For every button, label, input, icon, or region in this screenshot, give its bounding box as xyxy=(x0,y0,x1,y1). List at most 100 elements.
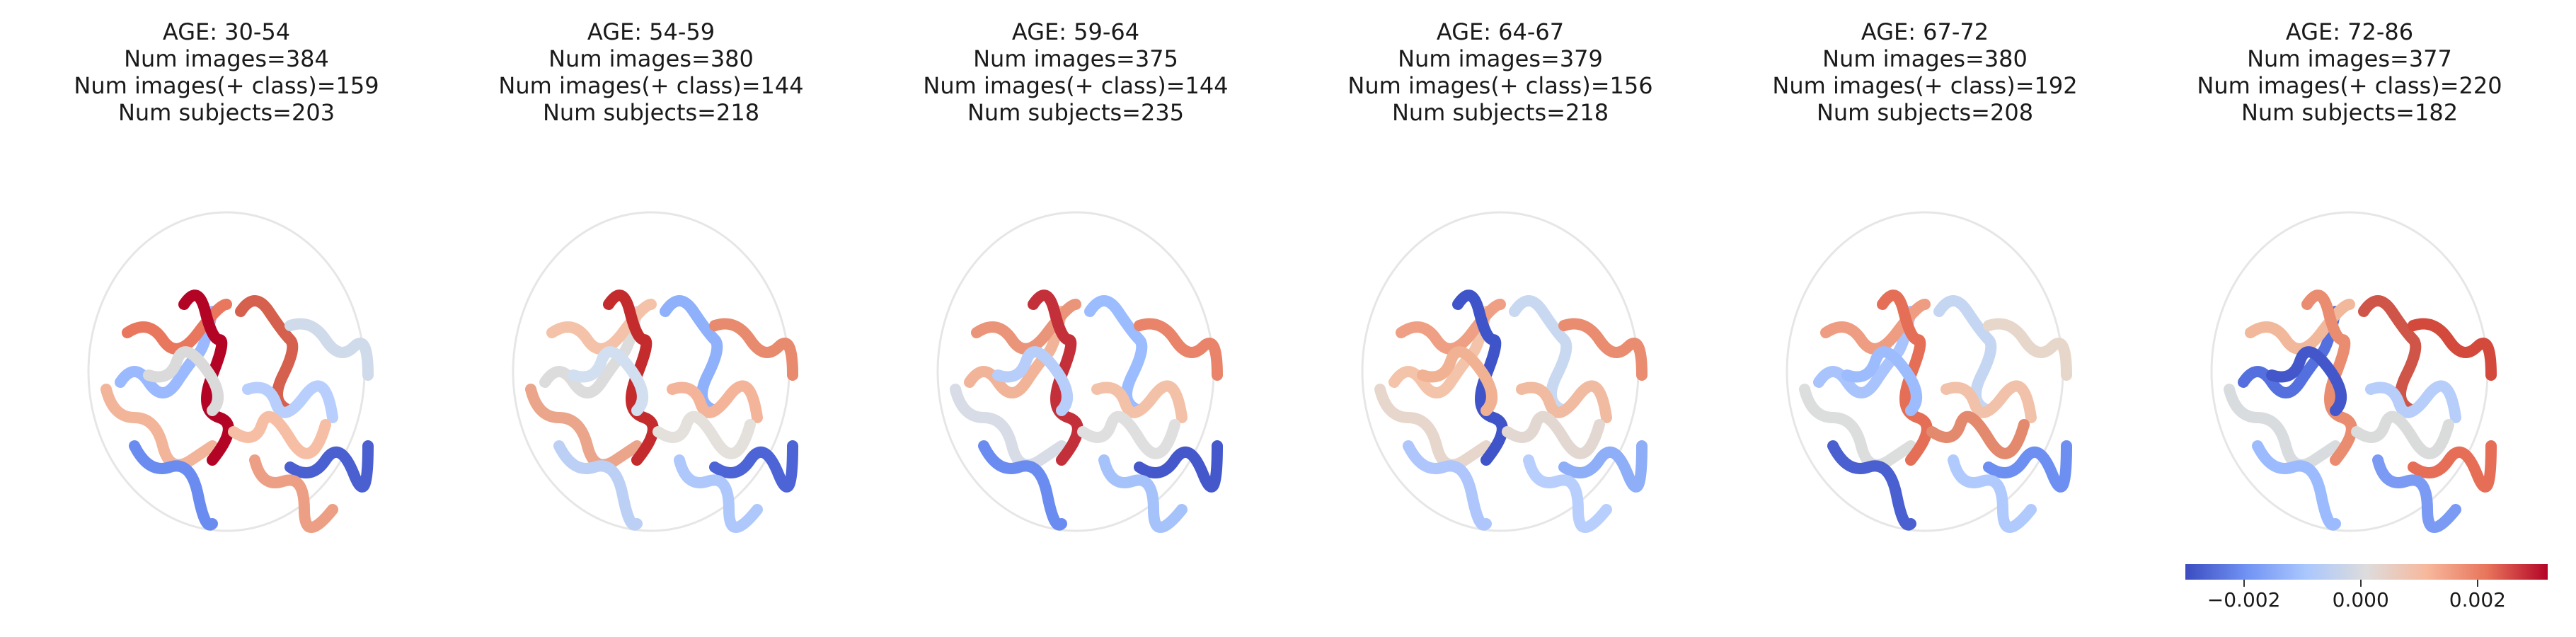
brain-region xyxy=(235,295,299,416)
brain-region xyxy=(1374,384,1492,471)
brain-region xyxy=(143,346,224,416)
panel-title: AGE: 30-54 Num images=384 Num images(+ cla… xyxy=(28,18,425,126)
panel-title: AGE: 72-86 Num images=377 Num images(+ cla… xyxy=(2151,18,2548,126)
panel-title: AGE: 54-59 Num images=380 Num images(+ cla… xyxy=(453,18,849,126)
colorbar-tick xyxy=(2359,580,2362,587)
panel-title: AGE: 64-67 Num images=379 Num images(+ cla… xyxy=(1302,18,1698,126)
brain-slice-image xyxy=(1786,211,2072,533)
panel-title: AGE: 59-64 Num images=375 Num images(+ cla… xyxy=(878,18,1274,126)
brain-panel: AGE: 64-67 Num images=379 Num images(+ cla… xyxy=(1302,0,1698,637)
brain-region xyxy=(525,384,643,471)
brain-region xyxy=(2301,289,2357,466)
brain-region xyxy=(284,440,374,493)
num-images-label: Num images=375 xyxy=(973,45,1178,72)
brain-region xyxy=(1983,318,2072,381)
num-positive-images-label: Num images(+ class)=220 xyxy=(2197,72,2502,99)
num-images-label: Num images=380 xyxy=(548,45,754,72)
brain-region xyxy=(709,318,798,381)
brain-region xyxy=(1134,440,1223,493)
brain-region xyxy=(964,306,1067,398)
brain-region xyxy=(249,454,338,533)
num-images-label: Num images=379 xyxy=(1398,45,1603,72)
brain-region xyxy=(1098,454,1188,533)
brain-region xyxy=(1799,384,1916,471)
num-subjects-label: Num subjects=218 xyxy=(1391,99,1609,126)
brain-region xyxy=(992,346,1073,416)
num-positive-images-label: Num images(+ class)=156 xyxy=(1347,72,1653,99)
brain-region xyxy=(1813,306,1916,398)
num-images-label: Num images=380 xyxy=(1822,45,2028,72)
brain-region xyxy=(1091,380,1188,423)
num-positive-images-label: Num images(+ class)=192 xyxy=(1772,72,2078,99)
num-positive-images-label: Num images(+ class)=144 xyxy=(923,72,1229,99)
age-label: AGE: 64-67 xyxy=(1436,18,1565,45)
brain-slice-image xyxy=(87,211,374,533)
brain-slice-image xyxy=(512,211,798,533)
panel-title: AGE: 67-72 Num images=380 Num images(+ cla… xyxy=(1727,18,2123,126)
brain-region xyxy=(1516,380,1612,423)
brain-slice-image xyxy=(1361,211,1648,533)
brain-region xyxy=(978,440,1067,531)
num-subjects-label: Num subjects=218 xyxy=(542,99,760,126)
brain-region xyxy=(1388,306,1492,398)
brain-region xyxy=(1403,440,1492,531)
age-label: AGE: 72-86 xyxy=(2285,18,2414,45)
age-label: AGE: 54-59 xyxy=(587,18,715,45)
brain-region xyxy=(1926,411,2030,459)
brain-region xyxy=(1523,454,1612,533)
age-label: AGE: 30-54 xyxy=(162,18,291,45)
brain-region xyxy=(2408,318,2497,381)
brain-slice-image xyxy=(936,211,1223,533)
brain-region xyxy=(1396,299,1506,355)
age-label: AGE: 67-72 xyxy=(1861,18,1989,45)
brain-region xyxy=(709,440,798,493)
brain-panel: AGE: 59-64 Num images=375 Num images(+ cla… xyxy=(878,0,1274,637)
brain-region xyxy=(2372,454,2461,533)
brain-region xyxy=(1841,346,1922,416)
colorbar-tick-label: 0.000 xyxy=(2332,588,2389,612)
brain-region xyxy=(1084,295,1148,416)
brain-region xyxy=(284,318,374,381)
brain-panel: AGE: 54-59 Num images=380 Num images(+ cla… xyxy=(453,0,849,637)
brain-region xyxy=(539,306,643,398)
brain-region xyxy=(129,440,218,531)
brain-region xyxy=(1558,440,1648,493)
num-subjects-label: Num subjects=182 xyxy=(2241,99,2459,126)
brain-panel: AGE: 30-54 Num images=384 Num images(+ cla… xyxy=(28,0,425,637)
num-images-label: Num images=384 xyxy=(124,45,329,72)
num-images-label: Num images=377 xyxy=(2247,45,2452,72)
num-subjects-label: Num subjects=203 xyxy=(117,99,335,126)
brain-region xyxy=(242,380,338,423)
brain-region xyxy=(178,289,234,466)
brain-region xyxy=(1558,318,1648,381)
brain-region xyxy=(950,384,1067,471)
brain-region xyxy=(1983,440,2072,493)
brain-region xyxy=(652,411,756,459)
brain-region xyxy=(2408,440,2497,493)
brain-region xyxy=(1077,411,1180,459)
brain-region xyxy=(115,306,218,398)
colorbar-tick xyxy=(2243,580,2245,587)
brain-region xyxy=(1417,346,1497,416)
brain-panel: AGE: 67-72 Num images=380 Num images(+ cla… xyxy=(1727,0,2123,637)
num-positive-images-label: Num images(+ class)=159 xyxy=(74,72,379,99)
brain-region xyxy=(674,454,763,533)
colorbar: −0.002 0.000 0.002 xyxy=(2185,564,2548,628)
brain-region xyxy=(2365,380,2461,423)
brain-region xyxy=(660,295,723,416)
brain-region xyxy=(1028,289,1083,466)
brain-region xyxy=(2252,440,2341,531)
brain-region xyxy=(1502,411,1605,459)
brain-slice-image xyxy=(2210,211,2497,533)
brain-region xyxy=(1948,454,2037,533)
num-subjects-label: Num subjects=208 xyxy=(1816,99,2034,126)
brain-region xyxy=(2358,295,2422,416)
colorbar-gradient xyxy=(2185,564,2548,580)
num-subjects-label: Num subjects=235 xyxy=(967,99,1185,126)
brain-region xyxy=(1452,289,1508,466)
brain-region xyxy=(553,440,643,531)
brain-region xyxy=(2245,299,2355,355)
brain-region xyxy=(1134,318,1223,381)
brain-region xyxy=(1940,380,2037,423)
